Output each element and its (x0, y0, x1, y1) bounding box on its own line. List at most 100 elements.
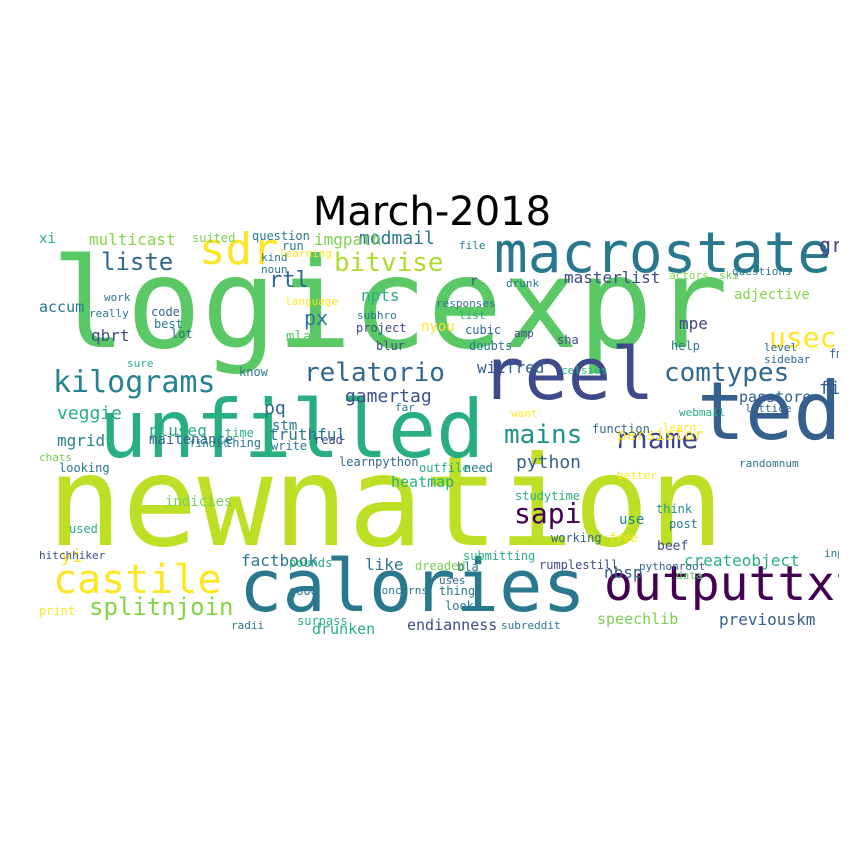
cloud-word: npts (361, 286, 400, 305)
cloud-word: castile (53, 557, 222, 603)
cloud-word: submitting (463, 549, 536, 563)
cloud-word: maitenance (149, 432, 234, 448)
cloud-word: mlab (286, 329, 320, 345)
cloud-word: wilfred (477, 358, 545, 377)
cloud-word: adjective (734, 287, 810, 303)
cloud-word: inp (824, 547, 839, 560)
cloud-word: logicexpr (51, 232, 729, 377)
cloud-word: list (459, 309, 486, 322)
cloud-word: like (365, 555, 404, 574)
cloud-word: run (282, 239, 304, 253)
cloud-word: sapi (514, 497, 582, 530)
cloud-word: free (609, 531, 638, 545)
cloud-word: concerns (375, 584, 428, 597)
cloud-word: sidebar (764, 353, 811, 366)
cloud-word: imgpath (314, 230, 382, 249)
cloud-word: previouskm (719, 610, 816, 629)
cloud-word: subreddit (501, 619, 561, 632)
cloud-word: really (89, 307, 129, 320)
cloud-word: comtypes (664, 358, 790, 388)
cloud-word: webmail (679, 406, 726, 419)
cloud-word: fmod (829, 347, 839, 361)
cloud-word: look (445, 599, 474, 613)
cloud-word: use (619, 512, 645, 528)
cloud-word: passtore (739, 388, 812, 406)
cloud-word: work (104, 291, 131, 304)
cloud-word: learning (279, 247, 332, 260)
cloud-word: file (459, 239, 486, 252)
cloud-word: speechlib (597, 610, 679, 628)
cloud-word: indicies (165, 494, 233, 510)
cloud-word: heatmap (391, 473, 455, 491)
cloud-word: need (464, 461, 493, 475)
cloud-word: drunk (506, 277, 540, 290)
cloud-word: lattice (745, 402, 792, 415)
cloud-word: thing (225, 436, 262, 450)
cloud-word: surpass (297, 614, 348, 628)
cloud-word: pq (264, 398, 286, 419)
cloud-word: help (671, 339, 700, 353)
cloud-word: time (225, 426, 254, 440)
cloud-word: pounds (289, 556, 333, 570)
cloud-word: things (439, 584, 483, 598)
cloud-word: best (154, 317, 183, 331)
cloud-word: drunken (312, 620, 376, 638)
cloud-word: looking (59, 461, 110, 475)
cloud-word: gamertag (345, 386, 432, 407)
cloud-word: think (656, 502, 693, 516)
cloud-word: read (314, 433, 343, 447)
cloud-word: language (285, 295, 338, 308)
cloud-word: rumplestill (539, 558, 619, 572)
cloud-word: px (304, 306, 329, 330)
cloud-word: want (511, 407, 538, 420)
cloud-word: write (271, 439, 308, 453)
cloud-word: blur (376, 339, 405, 353)
cloud-word: learnpython (339, 455, 419, 469)
cloud-word: amp (514, 327, 534, 340)
cloud-word: mgrid (57, 431, 106, 450)
cloud-word: truthful (269, 425, 347, 444)
cloud-word: level (764, 341, 798, 354)
cloud-word: usec (769, 321, 837, 354)
cloud-word: kilograms (53, 365, 216, 400)
cloud-word: doubts (469, 339, 513, 353)
cloud-word: fieldnames (819, 378, 839, 399)
cloud-word: ted (697, 365, 839, 458)
cloud-word: sha (557, 333, 579, 347)
cloud-word: rname (614, 422, 699, 455)
cloud-word: veggie (57, 403, 123, 424)
cloud-word: uses (439, 574, 466, 587)
cloud-word: newnation (47, 430, 725, 575)
cloud-word: endianness (407, 616, 498, 634)
cloud-word: cubic (465, 323, 502, 337)
cloud-word: gridata (819, 233, 839, 257)
cloud-word: stm (272, 418, 298, 434)
cloud-word: outputtxt (604, 556, 839, 612)
cloud-word: findit (189, 437, 229, 450)
cloud-word: lot (171, 327, 193, 341)
cloud-word: liste (101, 248, 174, 276)
cloud-word: suited (192, 231, 236, 245)
cloud-word: python (516, 452, 582, 473)
cloud-word: radii (231, 619, 265, 632)
cloud-word: pythonroot (639, 560, 706, 573)
cloud-word: sdr (199, 230, 279, 275)
cloud-word: far (395, 401, 415, 414)
cloud-word: sure (127, 357, 154, 370)
cloud-word: print (39, 604, 76, 618)
cloud-word: splitnjoin (89, 593, 234, 621)
cloud-word: learn (663, 421, 697, 434)
cloud-word: macrostate (494, 230, 832, 286)
cloud-word: reel (481, 332, 655, 416)
cloud-word: factbook (241, 551, 319, 570)
cloud-word: ski (719, 269, 739, 282)
cloud-word: outfile (419, 461, 470, 475)
cloud-word: bitvise (334, 248, 444, 278)
cloud-word: beef (657, 539, 689, 554)
cloud-word: mpe (679, 314, 708, 333)
cloud-word: post (669, 517, 698, 531)
cloud-word: randomnum (739, 457, 799, 470)
cloud-word: unfilled (99, 383, 485, 476)
cloud-word: createobject (684, 551, 800, 570)
cloud-word: accum (39, 298, 85, 316)
